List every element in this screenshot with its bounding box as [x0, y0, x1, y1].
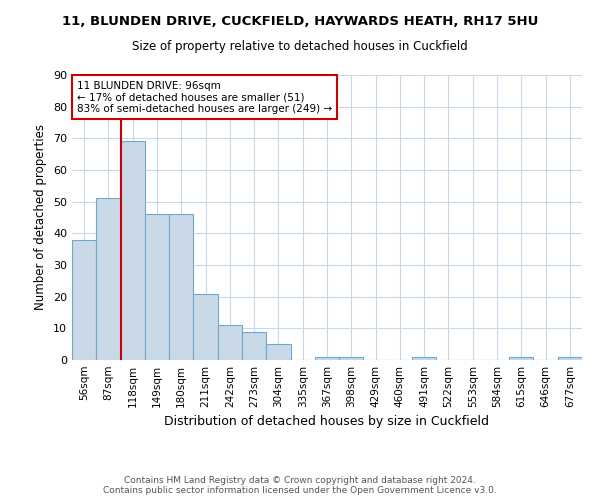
Bar [339, 357, 364, 360]
Y-axis label: Number of detached properties: Number of detached properties [34, 124, 47, 310]
Bar [242, 332, 266, 360]
Bar [121, 142, 145, 360]
Bar [266, 344, 290, 360]
Bar [72, 240, 96, 360]
X-axis label: Distribution of detached houses by size in Cuckfield: Distribution of detached houses by size … [164, 416, 490, 428]
Bar [218, 325, 242, 360]
Bar [193, 294, 218, 360]
Text: 11 BLUNDEN DRIVE: 96sqm
← 17% of detached houses are smaller (51)
83% of semi-de: 11 BLUNDEN DRIVE: 96sqm ← 17% of detache… [77, 80, 332, 114]
Text: 11, BLUNDEN DRIVE, CUCKFIELD, HAYWARDS HEATH, RH17 5HU: 11, BLUNDEN DRIVE, CUCKFIELD, HAYWARDS H… [62, 15, 538, 28]
Bar [315, 357, 339, 360]
Bar [145, 214, 169, 360]
Bar [96, 198, 121, 360]
Bar [558, 357, 582, 360]
Bar [412, 357, 436, 360]
Bar [509, 357, 533, 360]
Text: Size of property relative to detached houses in Cuckfield: Size of property relative to detached ho… [132, 40, 468, 53]
Text: Contains HM Land Registry data © Crown copyright and database right 2024.
Contai: Contains HM Land Registry data © Crown c… [103, 476, 497, 495]
Bar [169, 214, 193, 360]
